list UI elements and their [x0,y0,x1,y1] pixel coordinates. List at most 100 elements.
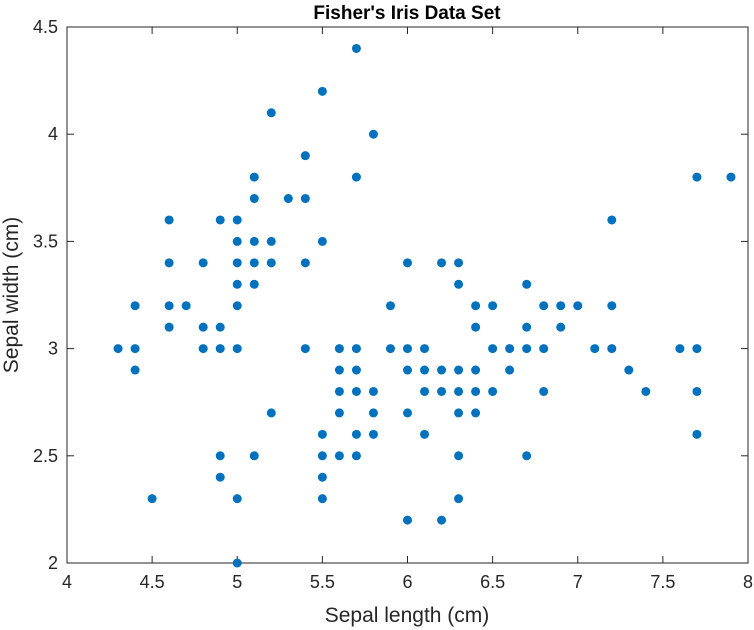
x-tick-label: 7 [573,572,583,592]
data-point [454,386,464,396]
data-point [334,344,344,354]
data-point [266,408,276,418]
data-point [249,194,259,204]
data-point [539,344,549,354]
data-point [471,301,481,311]
data-point [317,86,327,96]
data-point [300,344,310,354]
data-point [590,344,600,354]
data-point [607,301,617,311]
data-point [266,258,276,268]
y-tick-label: 2.5 [33,446,58,466]
data-point [317,236,327,246]
data-point [334,365,344,375]
data-point [454,258,464,268]
data-point [266,236,276,246]
data-point [232,279,242,289]
data-point [198,344,208,354]
data-point [198,322,208,332]
data-point [385,301,395,311]
data-point [522,451,532,461]
data-point [351,344,361,354]
data-point [334,408,344,418]
data-point [368,408,378,418]
data-point [539,386,549,396]
data-point [692,386,702,396]
data-point [232,558,242,568]
data-point [471,365,481,375]
data-point [249,258,259,268]
data-point [454,494,464,504]
data-point [505,344,515,354]
data-point [454,279,464,289]
data-point [164,258,174,268]
data-point [300,194,310,204]
data-point [385,344,395,354]
data-point [471,386,481,396]
data-point [420,386,430,396]
data-point [249,172,259,182]
data-point [113,344,123,354]
data-point [471,408,481,418]
data-point [368,129,378,139]
data-point [198,258,208,268]
data-point [726,172,736,182]
data-point [130,365,140,375]
data-point [334,386,344,396]
data-point [403,515,412,525]
data-point [488,386,498,396]
y-axis-label: Sepal width (cm) [0,217,23,373]
data-point [147,494,157,504]
data-point [232,258,242,268]
data-point [437,365,447,375]
data-point [522,344,532,354]
data-point [232,494,242,504]
data-point [624,365,634,375]
data-point [522,322,532,332]
data-point [692,172,702,182]
data-point [403,365,412,375]
data-point [317,451,327,461]
data-point [607,344,617,354]
y-tick-label: 3.5 [33,231,58,251]
data-point [692,429,702,439]
data-point [351,451,361,461]
data-point [283,194,293,204]
data-point [437,386,447,396]
data-point [437,515,447,525]
data-point [522,279,532,289]
data-point [556,322,566,332]
data-point [215,322,225,332]
data-point [249,236,259,246]
data-point [437,258,447,268]
data-point [368,386,378,396]
data-point [675,344,685,354]
data-point [164,301,174,311]
data-point [164,215,174,225]
data-point [351,43,361,53]
data-point [573,301,583,311]
data-point [215,344,225,354]
data-point [351,386,361,396]
data-point [351,172,361,182]
data-point [368,429,378,439]
x-tick-label: 5 [232,572,242,592]
data-point [249,279,259,289]
data-point [420,365,430,375]
data-point [454,408,464,418]
data-point [317,472,327,482]
data-point [215,472,225,482]
y-tick-label: 4 [48,124,58,144]
data-point [181,301,191,311]
x-tick-label: 4 [62,572,72,592]
y-tick-label: 3 [48,339,58,359]
data-point [334,451,344,461]
data-point [266,108,276,118]
x-tick-label: 6 [402,572,412,592]
data-point [539,301,549,311]
data-point [351,429,361,439]
chart-title: Fisher's Iris Data Set [313,3,501,24]
x-tick-label: 5.5 [310,572,335,592]
